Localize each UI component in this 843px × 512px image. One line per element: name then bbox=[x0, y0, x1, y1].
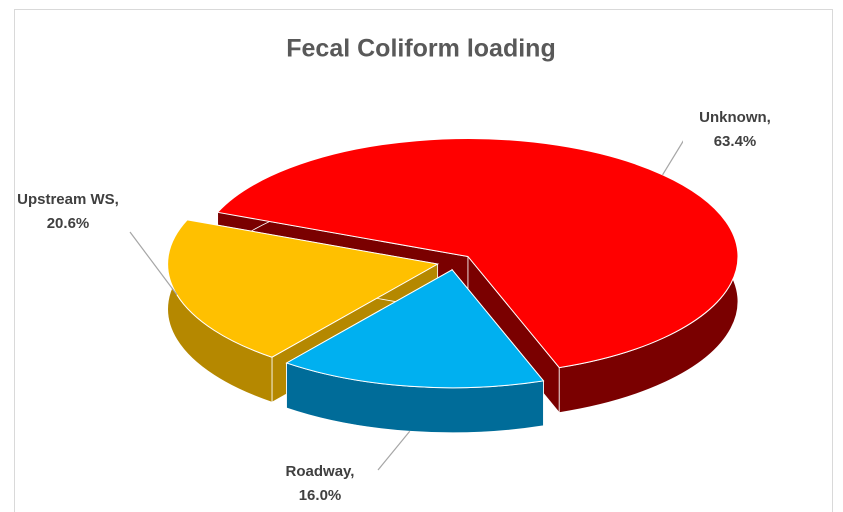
label-value: 20.6% bbox=[47, 215, 90, 232]
label-bg bbox=[16, 189, 120, 235]
data-label: Roadway, 16.0% bbox=[268, 461, 372, 507]
chart-title: Fecal Coliform loading bbox=[286, 35, 555, 63]
label-value: 63.4% bbox=[714, 133, 757, 150]
slice bbox=[285, 269, 545, 389]
slice bbox=[216, 138, 739, 369]
data-label: Upstream WS, 20.6% bbox=[16, 189, 120, 235]
label-category: Roadway, bbox=[286, 463, 355, 480]
label-category: Upstream WS, bbox=[17, 191, 119, 208]
leader-line bbox=[129, 231, 178, 296]
label-bg bbox=[268, 461, 372, 507]
label-category: Unknown, bbox=[699, 109, 771, 126]
label-bg bbox=[683, 107, 787, 153]
leader-line bbox=[377, 430, 411, 471]
data-label: Unknown, 63.4% bbox=[683, 107, 787, 153]
label-value: 16.0% bbox=[299, 487, 342, 504]
